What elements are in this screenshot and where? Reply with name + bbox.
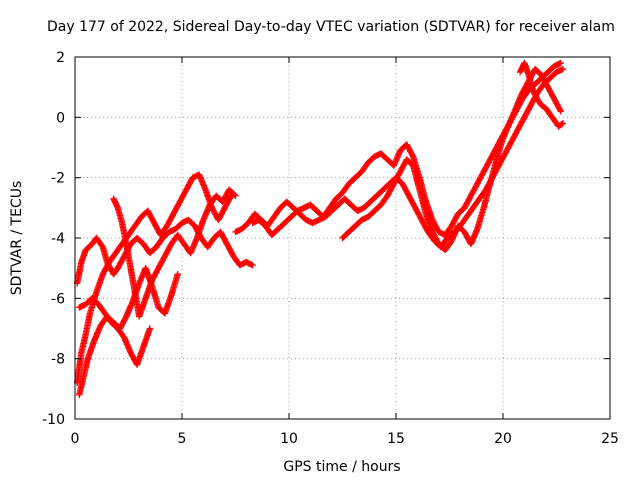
- y-tick-label: -10: [42, 412, 65, 428]
- y-tick-label: -6: [51, 291, 65, 307]
- data-point: [232, 192, 239, 199]
- x-tick-label: 20: [494, 431, 512, 447]
- data-point: [556, 106, 564, 114]
- data-point: [231, 191, 238, 198]
- x-tick-label: 5: [178, 431, 187, 447]
- data-point: [174, 271, 181, 278]
- series-track-d: [110, 186, 239, 320]
- series-track-h: [339, 59, 564, 254]
- y-tick-label: -8: [51, 352, 65, 368]
- y-axis-label: SDTVAR / TECUs: [9, 181, 25, 296]
- series-track-a: [73, 216, 256, 287]
- chart-title: Day 177 of 2022, Sidereal Day-to-day VTE…: [47, 19, 615, 35]
- data-point: [558, 120, 566, 128]
- tick-labels: 0 5 10 15 20 25 -10 -8 -6 -4 -2 0 2: [42, 50, 619, 447]
- axis-ticks: [74, 56, 611, 420]
- y-tick-label: -4: [51, 231, 65, 247]
- y-tick-label: 2: [56, 50, 65, 66]
- data-point: [249, 261, 256, 269]
- y-tick-label: -2: [51, 171, 65, 187]
- data-series: [73, 59, 567, 399]
- x-tick-label: 10: [280, 431, 298, 447]
- data-point: [146, 325, 154, 332]
- series-track-g: [249, 65, 564, 239]
- x-tick-label: 15: [387, 431, 405, 447]
- data-point: [98, 242, 106, 249]
- x-axis-label: GPS time / hours: [283, 459, 400, 475]
- data-point: [557, 59, 564, 67]
- series-track-c: [76, 264, 181, 399]
- x-tick-label: 25: [601, 431, 619, 447]
- data-point: [559, 65, 567, 73]
- x-tick-label: 0: [71, 431, 80, 447]
- y-tick-label: 0: [56, 110, 65, 126]
- data-point: [227, 193, 234, 201]
- data-point: [559, 120, 567, 127]
- data-point: [557, 108, 564, 115]
- series-track-i: [516, 59, 567, 130]
- data-point: [409, 152, 416, 159]
- series-track-e: [76, 295, 154, 368]
